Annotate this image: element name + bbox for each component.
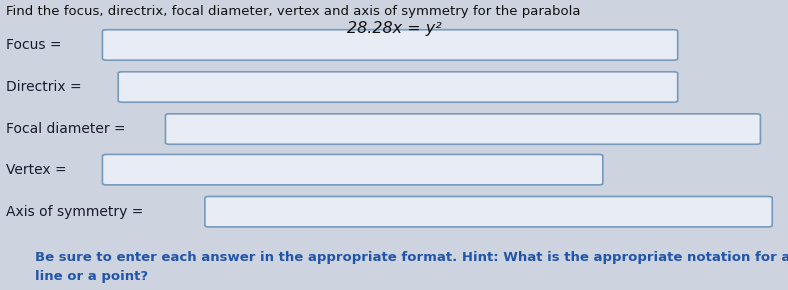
Text: Focal diameter =: Focal diameter = — [6, 122, 126, 136]
FancyBboxPatch shape — [165, 114, 760, 144]
Text: 28.28x = y²: 28.28x = y² — [347, 21, 441, 37]
FancyBboxPatch shape — [102, 30, 678, 60]
Text: Focus =: Focus = — [6, 38, 61, 52]
Text: Vertex =: Vertex = — [6, 163, 67, 177]
FancyBboxPatch shape — [118, 72, 678, 102]
Text: Directrix =: Directrix = — [6, 80, 82, 94]
Text: Be sure to enter each answer in the appropriate format. Hint: What is the approp: Be sure to enter each answer in the appr… — [35, 251, 788, 283]
Text: Find the focus, directrix, focal diameter, vertex and axis of symmetry for the p: Find the focus, directrix, focal diamete… — [6, 5, 581, 18]
FancyBboxPatch shape — [205, 197, 772, 227]
Text: Axis of symmetry =: Axis of symmetry = — [6, 205, 143, 219]
FancyBboxPatch shape — [102, 154, 603, 185]
